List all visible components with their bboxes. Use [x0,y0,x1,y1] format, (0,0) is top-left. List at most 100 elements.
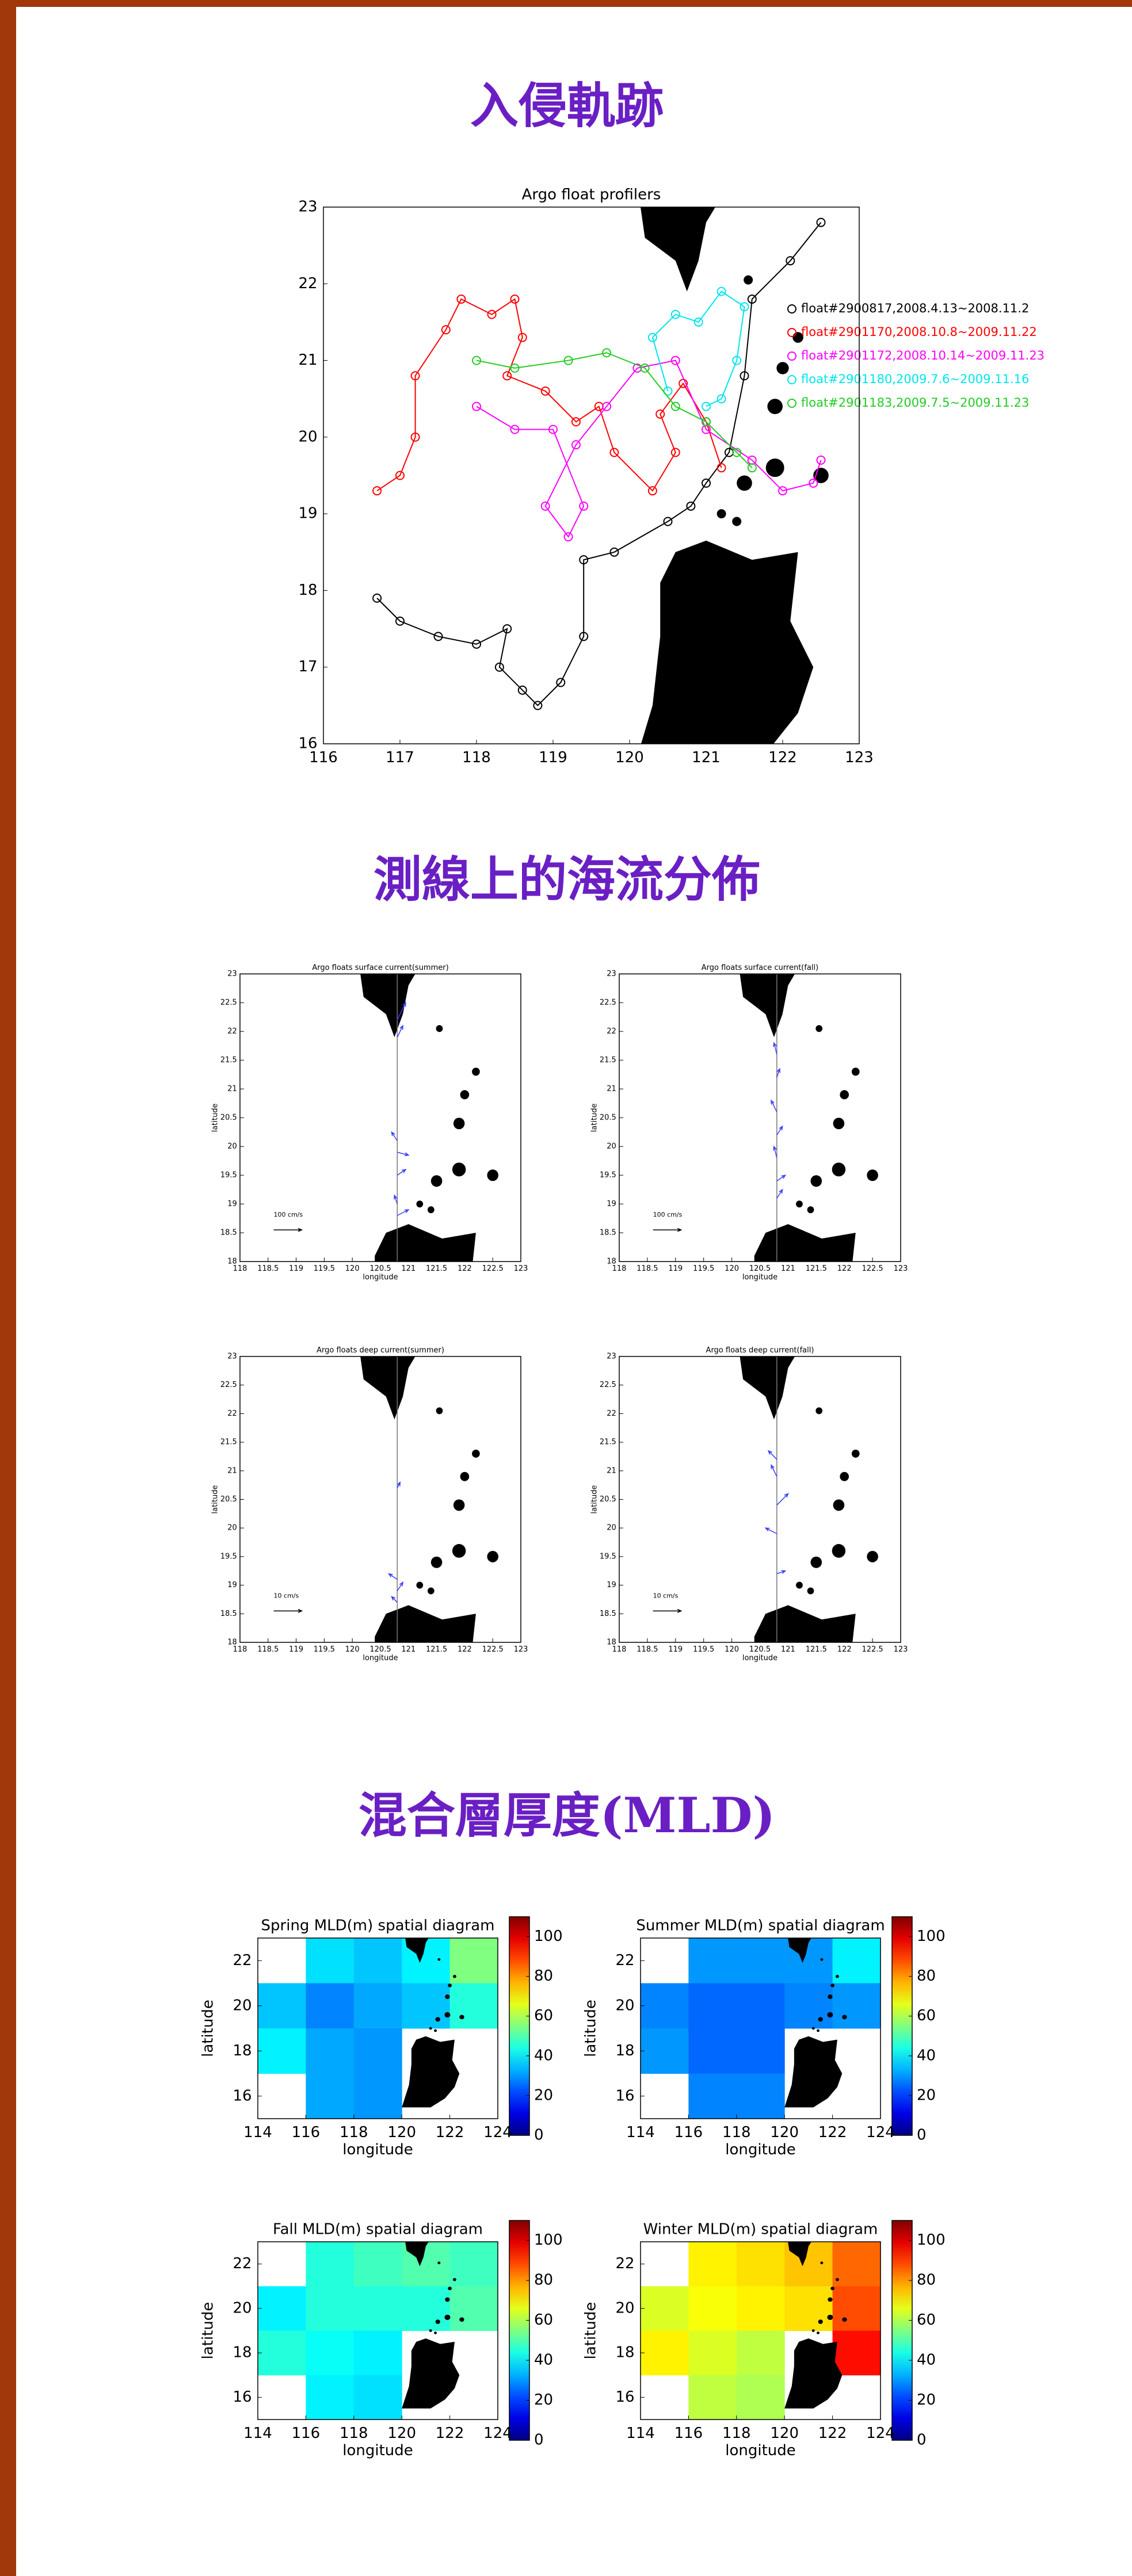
legend-label: float#2901170,2008.10.8~2009.11.22 [801,325,1037,339]
y-tick-label: 16 [616,2388,635,2406]
y-tick-label: 22 [616,1952,635,1969]
mld-cell [402,2286,450,2331]
mld-cell [354,2242,402,2287]
island [717,509,726,518]
mld-cell [641,2028,689,2074]
mld-cell [688,1983,737,2029]
island [437,2261,440,2264]
x-tick-label: 120.5 [369,1264,391,1273]
x-tick-label: 123 [514,1264,528,1273]
island [744,276,753,285]
y-axis-label: latitude [200,2302,217,2360]
y-tick-label: 16 [299,735,318,752]
section-heading: 測線上的海流分佈 [373,851,760,908]
plot-area [240,974,521,1262]
y-tick-label: 22.5 [600,1381,616,1389]
island [830,2287,834,2290]
y-tick-label: 22 [299,275,318,292]
x-tick-label: 116 [674,2425,703,2442]
y-tick-label: 19 [299,505,318,522]
plot-area [240,1356,521,1642]
island [867,1169,878,1181]
y-tick-label: 21 [299,351,318,369]
mld-cell [641,2286,689,2331]
x-tick-label: 120 [770,2124,799,2141]
y-tick-label: 20 [616,2299,635,2317]
island [428,1206,434,1213]
section-heading: 混合層厚度(MLD) [359,1787,775,1844]
colorbar-tick-label: 0 [917,2432,927,2449]
y-tick-label: 20.5 [600,1114,616,1122]
y-tick-label: 18.5 [600,1610,616,1618]
x-tick-label: 120 [725,1645,739,1654]
page: 入侵軌跡 測線上的海流分佈 混合層厚度(MLD) float#2900817,2… [0,0,1132,2576]
colorbar-tick-label: 100 [534,1928,563,1945]
island [444,2012,450,2017]
colorbar-tick-label: 0 [917,2127,927,2144]
island [796,1582,803,1589]
mld-cell [306,2242,354,2287]
y-tick-label: 18 [227,1258,237,1266]
y-tick-label: 19 [227,1581,237,1589]
x-tick-label: 120 [387,2124,416,2141]
island [453,1500,465,1511]
island [817,2030,820,2032]
x-tick-label: 124 [483,2124,512,2141]
chart: 02040608010011411611812012212416182022Wi… [582,2220,946,2459]
island [459,2317,464,2322]
island [836,1975,839,1978]
island [431,1175,443,1187]
island [459,2015,464,2019]
mld-cell [450,2286,498,2331]
island [429,2329,432,2332]
y-tick-label: 18 [233,2344,252,2361]
y-tick-label: 22 [227,1027,237,1036]
mld-cell [354,2028,402,2074]
island [818,2319,823,2324]
mld-cell [402,1983,450,2029]
chart-title: Argo floats surface current(summer) [312,964,448,972]
x-tick-label: 119.5 [314,1645,335,1654]
mld-cell [306,2074,354,2119]
colorbar-tick-label: 60 [917,2311,936,2329]
x-tick-label: 119.5 [693,1645,714,1654]
x-tick-label: 121.5 [806,1264,827,1273]
y-tick-label: 22.5 [600,999,616,1007]
x-axis-label: longitude [742,1273,777,1282]
scale-label: 100 cm/s [274,1211,303,1218]
island [472,1450,480,1458]
x-tick-label: 120.5 [369,1645,391,1654]
y-tick-label: 22 [233,1952,252,1969]
y-tick-label: 22.5 [220,1381,237,1389]
mld-cell [737,2331,785,2376]
colorbar-tick-label: 100 [917,1928,946,1945]
x-tick-label: 121 [401,1645,416,1654]
x-tick-label: 117 [386,749,414,766]
island [737,476,752,491]
left-border [0,0,16,2576]
x-tick-label: 120 [345,1645,360,1654]
island [827,2012,833,2017]
y-tick-label: 22.5 [220,999,237,1007]
y-tick-label: 21.5 [220,1438,237,1447]
y-tick-label: 16 [233,2087,252,2104]
x-tick-label: 121 [781,1645,795,1654]
x-tick-label: 120 [345,1264,360,1273]
island [434,2030,437,2032]
mld-cell [306,1983,354,2029]
chart-title: Fall MLD(m) spatial diagram [273,2221,483,2238]
scale-label: 100 cm/s [653,1211,683,1218]
island [840,1472,849,1481]
x-tick-label: 119 [539,749,567,766]
island [453,1118,465,1129]
island [436,2319,440,2324]
y-tick-label: 18.5 [220,1229,237,1237]
x-tick-label: 122 [436,2425,464,2442]
x-tick-label: 122.5 [862,1645,883,1654]
colorbar-tick-label: 40 [917,2352,936,2369]
y-tick-label: 20 [233,2299,252,2317]
colorbar-tick-label: 60 [534,2007,553,2024]
x-tick-label: 122 [458,1645,472,1654]
x-tick-label: 118 [462,749,491,766]
